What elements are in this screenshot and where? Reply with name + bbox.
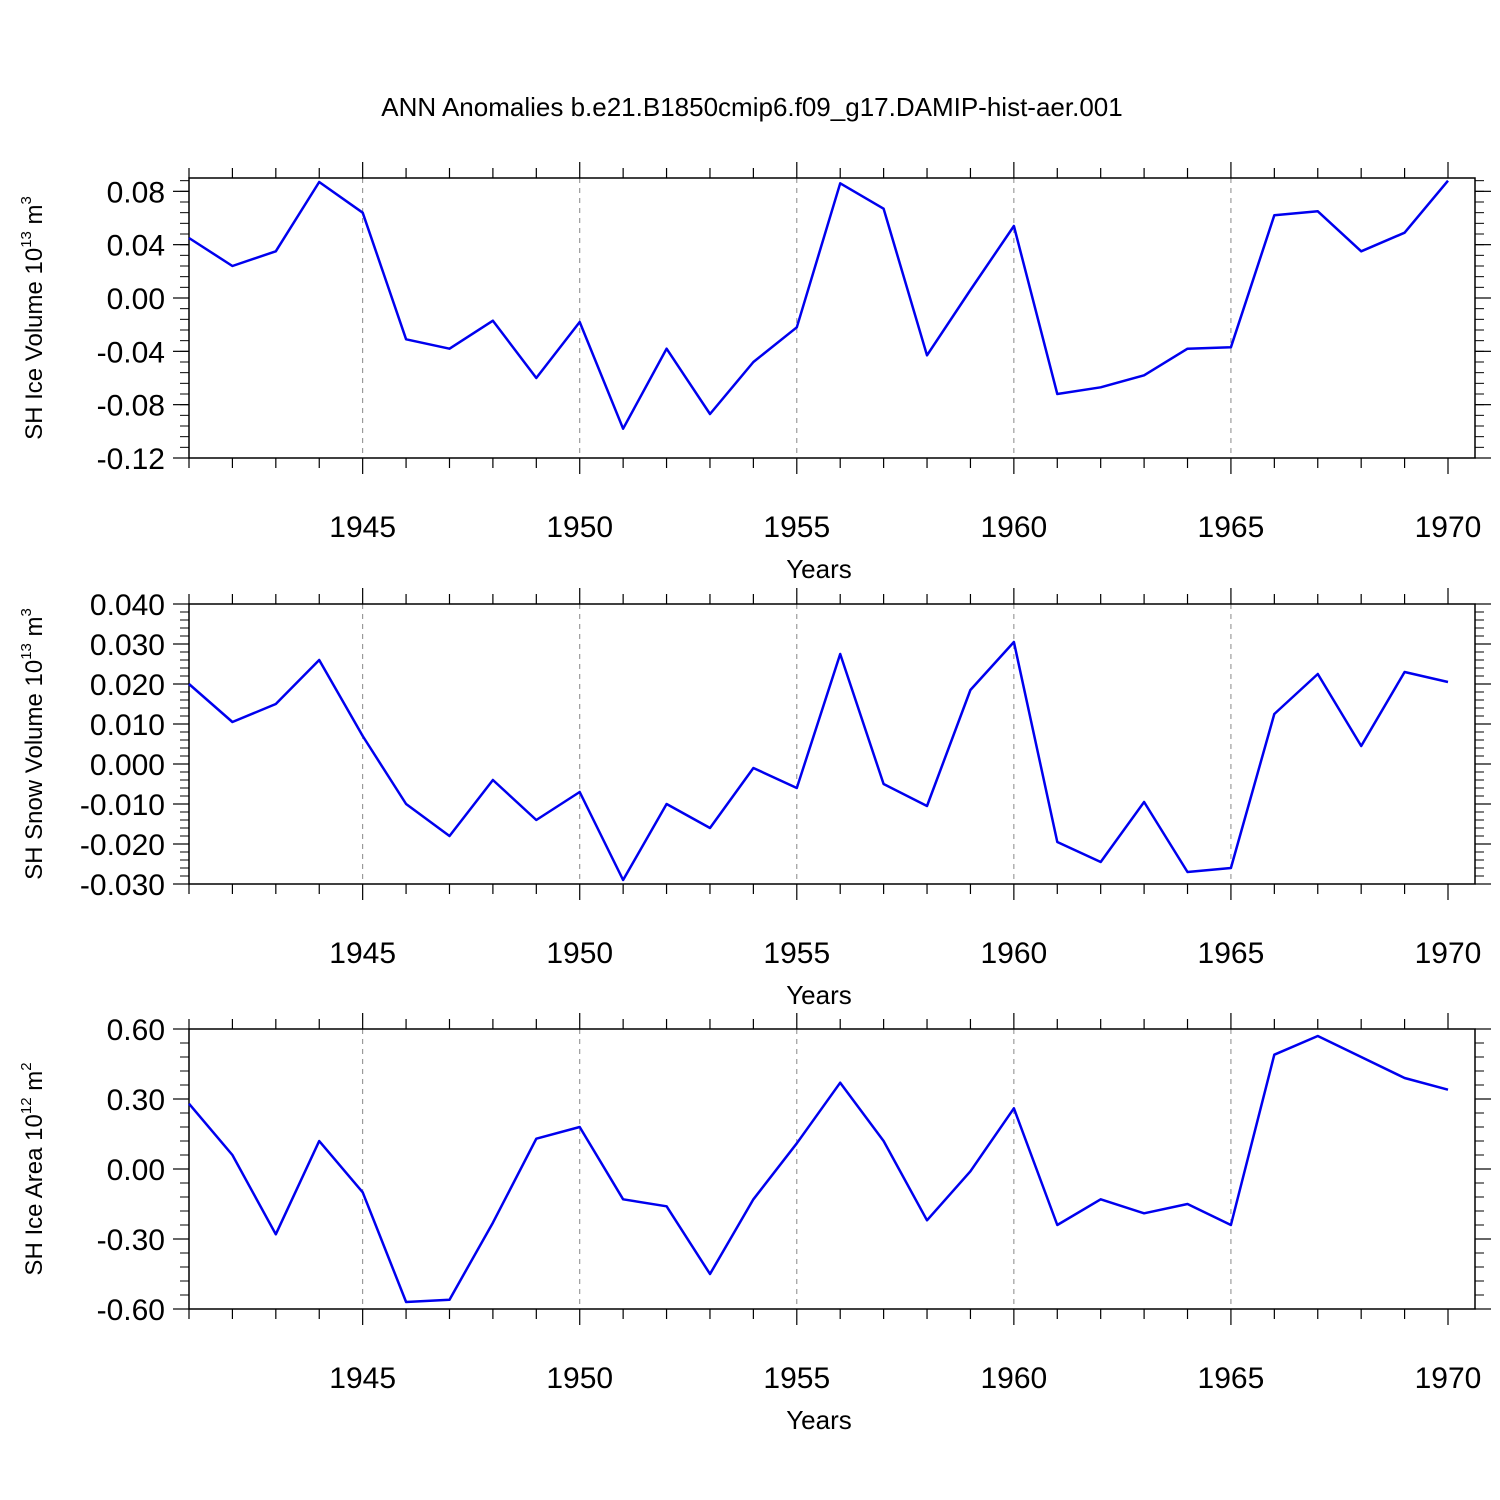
x-axis-label: Years bbox=[786, 980, 852, 1010]
series-line bbox=[188, 640, 1449, 882]
x-tick-label: 1965 bbox=[1198, 1362, 1265, 1395]
y-axis-label: SH Snow Volume 1013 m3 bbox=[18, 608, 48, 880]
y-tick-label: -0.08 bbox=[97, 390, 165, 423]
panel-2: 1945 1950 1955 1960 1965 1970 Years -0.030 -0.02… bbox=[18, 588, 1491, 1010]
y-tick-label: 0.010 bbox=[90, 709, 165, 742]
x-tick-label: 1955 bbox=[763, 511, 830, 544]
y-tick-label: 0.020 bbox=[90, 669, 165, 702]
x-tick-label: 1955 bbox=[763, 1362, 830, 1395]
series-line bbox=[188, 1034, 1449, 1304]
panels: 1945 1950 1955 1960 1965 1970 Years -0.12 -0.08 -… bbox=[18, 162, 1491, 1435]
y-tick-label: 0.00 bbox=[107, 1154, 165, 1187]
y-tick-label: -0.030 bbox=[80, 869, 165, 902]
panel-1: 1945 1950 1955 1960 1965 1970 Years -0.12 -0.08 -… bbox=[18, 162, 1491, 584]
plot-frame bbox=[188, 603, 1476, 885]
x-tick-label: 1960 bbox=[980, 937, 1047, 970]
x-axis-label: Years bbox=[786, 554, 852, 584]
y-tick-label: 0.030 bbox=[90, 629, 165, 662]
panel-3: 1945 1950 1955 1960 1965 1970 Years -0.60 -0.30 0… bbox=[18, 1013, 1491, 1435]
y-axis-label-main: SH Snow Volume 10 bbox=[21, 660, 48, 880]
y-tick-label: 0.30 bbox=[107, 1084, 165, 1117]
y-axis-label-unit: m bbox=[21, 1071, 48, 1098]
y-axis-label-unit: m bbox=[21, 204, 48, 231]
plot-frame bbox=[188, 1028, 1476, 1310]
y-axis-label-unit-exp: 2 bbox=[18, 1062, 35, 1070]
plot-frame bbox=[188, 177, 1476, 459]
y-axis-label: SH Ice Volume 1013 m3 bbox=[18, 196, 48, 440]
chart-title: ANN Anomalies b.e21.B1850cmip6.f09_g17.D… bbox=[381, 92, 1122, 122]
y-tick-label: -0.020 bbox=[80, 829, 165, 862]
y-axis-label-main: SH Ice Area 10 bbox=[21, 1114, 48, 1275]
x-tick-label: 1970 bbox=[1415, 937, 1482, 970]
x-tick-label: 1945 bbox=[329, 937, 396, 970]
x-tick-label: 1970 bbox=[1415, 511, 1482, 544]
y-tick-label: 0.040 bbox=[90, 589, 165, 622]
x-tick-label: 1945 bbox=[329, 511, 396, 544]
x-tick-label: 1950 bbox=[546, 511, 613, 544]
y-axis-label-exp: 13 bbox=[18, 643, 35, 660]
y-axis-label-exp: 12 bbox=[18, 1097, 35, 1114]
y-tick-label: 0.04 bbox=[107, 230, 165, 263]
y-tick-label: -0.60 bbox=[97, 1294, 165, 1327]
x-tick-label: 1945 bbox=[329, 1362, 396, 1395]
y-tick-label: 0.60 bbox=[107, 1014, 165, 1047]
y-axis-label: SH Ice Area 1012 m2 bbox=[18, 1062, 48, 1275]
y-axis-label-unit-exp: 3 bbox=[18, 196, 35, 204]
x-tick-label: 1965 bbox=[1198, 511, 1265, 544]
x-tick-label: 1965 bbox=[1198, 937, 1265, 970]
x-tick-label: 1960 bbox=[980, 1362, 1047, 1395]
x-tick-label: 1950 bbox=[546, 937, 613, 970]
y-tick-label: -0.04 bbox=[97, 336, 165, 369]
x-tick-label: 1970 bbox=[1415, 1362, 1482, 1395]
series-line bbox=[188, 179, 1449, 430]
y-tick-label: 0.000 bbox=[90, 749, 165, 782]
x-tick-label: 1955 bbox=[763, 937, 830, 970]
y-axis-label-unit: m bbox=[21, 616, 48, 643]
y-tick-label: -0.010 bbox=[80, 789, 165, 822]
y-tick-label: -0.30 bbox=[97, 1224, 165, 1257]
y-tick-label: 0.00 bbox=[107, 283, 165, 316]
y-tick-label: -0.12 bbox=[97, 443, 165, 476]
x-tick-label: 1950 bbox=[546, 1362, 613, 1395]
x-tick-label: 1960 bbox=[980, 511, 1047, 544]
y-tick-label: 0.08 bbox=[107, 176, 165, 209]
x-axis-label: Years bbox=[786, 1405, 852, 1435]
y-axis-label-exp: 13 bbox=[18, 231, 35, 248]
y-axis-label-unit-exp: 3 bbox=[18, 608, 35, 616]
y-axis-label-main: SH Ice Volume 10 bbox=[21, 248, 48, 440]
